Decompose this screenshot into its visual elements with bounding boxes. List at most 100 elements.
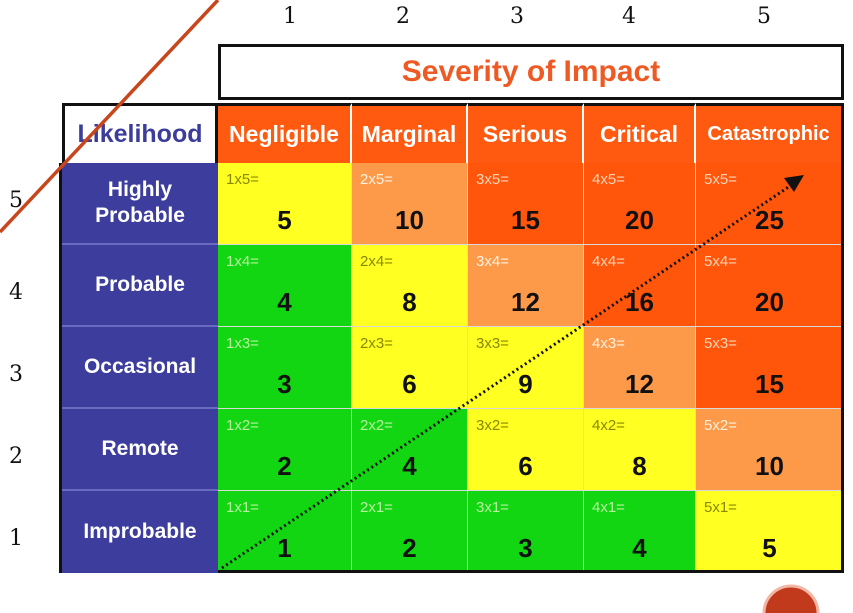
cell-formula: 1x1= (226, 499, 259, 516)
cell-2x1: 2x1= 2 (352, 491, 468, 573)
cell-score: 20 (755, 287, 784, 317)
cell-5x3: 5x3= 15 (696, 327, 844, 409)
column-number-1: 1 (283, 4, 297, 29)
cell-1x1: 1x1= 1 (218, 491, 352, 573)
cell-formula: 2x4= (360, 253, 393, 270)
cell-score: 4 (402, 451, 417, 481)
cell-score: 12 (511, 287, 540, 317)
cell-score: 6 (402, 369, 417, 399)
likelihood-label-line1: Highly (107, 178, 173, 201)
cell-formula: 4x1= (592, 499, 625, 516)
cell-score: 2 (277, 451, 292, 481)
cell-formula: 4x4= (592, 253, 625, 270)
severity-header-catastrophic: Catastrophic (696, 103, 844, 163)
cell-formula: 1x2= (226, 417, 259, 434)
row-number-2: 2 (9, 444, 23, 469)
likelihood-label-line1: Remote (101, 437, 179, 460)
cell-score: 20 (625, 205, 654, 235)
cell-2x4: 2x4= 8 (352, 245, 468, 327)
cell-score: 1 (277, 533, 292, 563)
cell-formula: 3x1= (476, 499, 509, 516)
cell-4x1: 4x1= 4 (584, 491, 696, 573)
cell-score: 12 (625, 369, 654, 399)
cell-4x2: 4x2= 8 (584, 409, 696, 491)
cell-score: 10 (395, 205, 424, 235)
likelihood-row-occasional: Occasional (62, 327, 218, 409)
severity-header-serious: Serious (468, 103, 584, 163)
cell-score: 25 (755, 205, 784, 235)
row-number-4: 4 (9, 280, 23, 305)
cell-5x1: 5x1= 5 (696, 491, 844, 573)
cell-formula: 3x4= (476, 253, 509, 270)
dotted-trend-arrow (784, 175, 804, 192)
cell-formula: 3x5= (476, 171, 509, 188)
cell-formula: 2x5= (360, 171, 393, 188)
cell-score: 4 (632, 533, 647, 563)
column-number-2: 2 (396, 4, 410, 29)
cell-formula: 2x3= (360, 335, 393, 352)
severity-title: Severity of Impact (218, 44, 844, 100)
cell-score: 15 (755, 369, 784, 399)
cell-formula: 5x4= (704, 253, 737, 270)
likelihood-row-remote: Remote (62, 409, 218, 491)
cell-formula: 5x1= (704, 499, 737, 516)
cell-formula: 3x3= (476, 335, 509, 352)
column-number-5: 5 (757, 4, 771, 29)
column-number-3: 3 (510, 4, 524, 29)
cell-formula: 5x2= (704, 417, 737, 434)
likelihood-label-line1: Occasional (83, 355, 197, 378)
cell-formula: 3x2= (476, 417, 509, 434)
cell-3x1: 3x1= 3 (468, 491, 584, 573)
cell-score: 8 (402, 287, 417, 317)
cell-4x5: 4x5= 20 (584, 163, 696, 245)
cell-1x4: 1x4= 4 (218, 245, 352, 327)
cell-score: 6 (518, 451, 533, 481)
dotted-trend-line (221, 182, 794, 570)
cell-2x5: 2x5= 10 (352, 163, 468, 245)
diagonal-line (0, 0, 220, 234)
cell-formula: 4x3= (592, 335, 625, 352)
likelihood-header: Likelihood (62, 103, 218, 163)
row-number-3: 3 (9, 362, 23, 387)
cell-score: 4 (277, 287, 292, 317)
cell-score: 2 (402, 533, 417, 563)
likelihood-row-highly-probable: Highly Probable (62, 163, 218, 245)
cell-score: 16 (625, 287, 654, 317)
cell-formula: 2x2= (360, 417, 393, 434)
cell-2x3: 2x3= 6 (352, 327, 468, 409)
column-number-4: 4 (622, 4, 636, 29)
severity-header-critical: Critical (584, 103, 696, 163)
row-number-5: 5 (9, 188, 23, 213)
likelihood-label-line1: Probable (95, 273, 185, 296)
severity-header-negligible: Negligible (218, 103, 352, 163)
cell-score: 3 (277, 369, 292, 399)
cell-formula: 5x3= (704, 335, 737, 352)
cell-3x3: 3x3= 9 (468, 327, 584, 409)
cell-1x2: 1x2= 2 (218, 409, 352, 491)
cell-score: 8 (632, 451, 647, 481)
likelihood-row-probable: Probable (62, 245, 218, 327)
cell-score: 15 (511, 205, 540, 235)
cell-4x4: 4x4= 16 (584, 245, 696, 327)
cell-4x3: 4x3= 12 (584, 327, 696, 409)
matrix-left-border (59, 163, 62, 573)
cell-formula: 4x5= (592, 171, 625, 188)
cell-formula: 5x5= (704, 171, 737, 188)
row-number-1: 1 (9, 526, 23, 551)
cell-score: 9 (518, 369, 533, 399)
likelihood-label-line1: Improbable (83, 520, 197, 543)
likelihood-row-improbable: Improbable (62, 491, 218, 573)
cell-5x4: 5x4= 20 (696, 245, 844, 327)
cell-score: 10 (755, 451, 784, 481)
cell-formula: 1x3= (226, 335, 259, 352)
severity-header-marginal: Marginal (352, 103, 468, 163)
cell-score: 5 (277, 205, 292, 235)
cell-2x2: 2x2= 4 (352, 409, 468, 491)
cell-1x5: 1x5= 5 (218, 163, 352, 245)
cell-3x2: 3x2= 6 (468, 409, 584, 491)
cell-formula: 1x5= (226, 171, 259, 188)
cell-1x3: 1x3= 3 (218, 327, 352, 409)
cell-5x2: 5x2= 10 (696, 409, 844, 491)
cell-formula: 1x4= (226, 253, 259, 270)
